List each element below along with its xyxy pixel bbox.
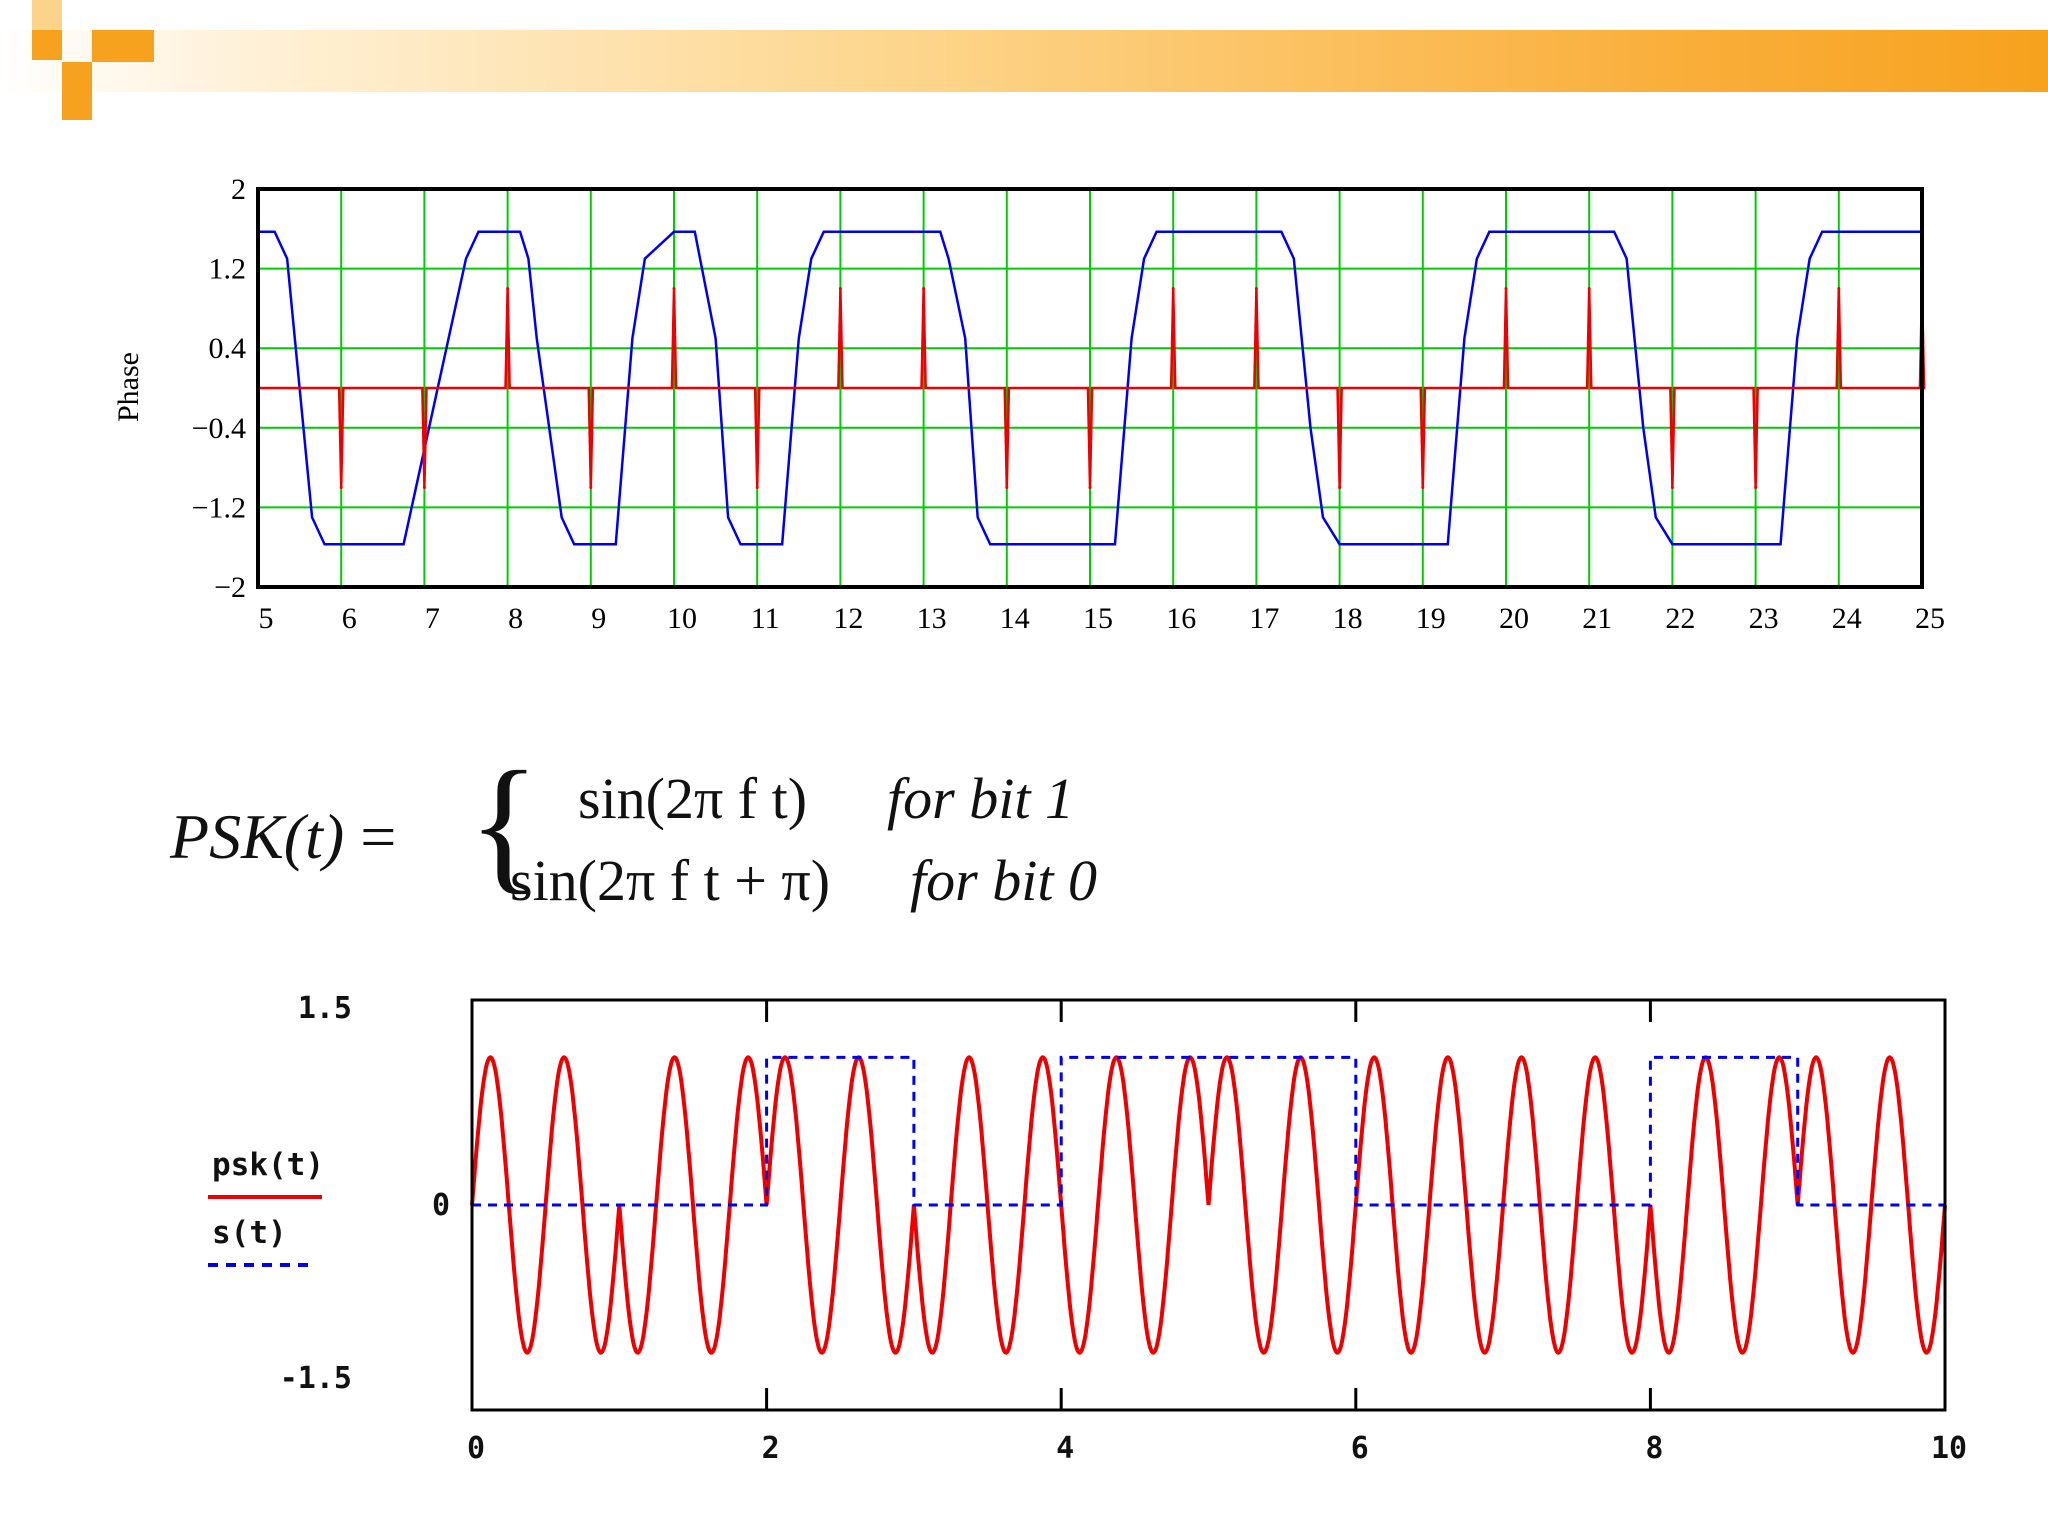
x-tick-label: 23 — [1749, 602, 1779, 635]
phase-spike-point — [1587, 287, 1591, 290]
x-tick-label: 4 — [1056, 1431, 1074, 1466]
x-tick-label: 13 — [917, 602, 947, 635]
x-tick-label: 19 — [1416, 602, 1446, 635]
x-tick-label: 15 — [1083, 602, 1113, 635]
y-tick-label: -1.5 — [280, 1361, 352, 1396]
phase-spike-point — [755, 486, 759, 489]
plot-frame — [470, 998, 1947, 1412]
y-axis-label: Phase — [112, 352, 145, 422]
phase-spike-point — [838, 287, 842, 290]
x-tick-label: 9 — [591, 602, 606, 635]
formula-lhs-text: PSK(t) — [170, 801, 345, 872]
phase-chart: 5 6 7 8 9 10 11 12 13 14 15 16 17 18 19 20 21 22 23 24 25 2 1.… — [112, 173, 1945, 635]
formula-case-1-cond: for bit 1 — [887, 766, 1074, 831]
x-tick-label: 17 — [1249, 602, 1279, 635]
x-tick-label: 18 — [1333, 602, 1363, 635]
y-tick-label: −2 — [214, 571, 246, 604]
legend-label: s(t) — [212, 1215, 287, 1251]
x-tick-label: 6 — [342, 602, 357, 635]
formula-case-2-cond: for bit 0 — [910, 848, 1097, 913]
x-tick-label: 24 — [1832, 602, 1862, 635]
phase-spike-point — [1254, 287, 1258, 290]
x-tick-label: 2 — [762, 1431, 780, 1466]
phase-spike-point — [339, 486, 343, 489]
phase-spike-point — [1670, 486, 1674, 489]
x-tick-label: 0 — [467, 1431, 485, 1466]
plot-frame — [256, 187, 1924, 589]
phase-line-red — [258, 288, 1926, 488]
y-tick-label: 1.2 — [209, 253, 247, 286]
psk-waveform-chart: 0 2 4 6 8 10 1.5 0 -1.5 psk(t) s(t) — [208, 991, 1967, 1466]
formula-case-1-expr: sin(2π f t) — [578, 766, 808, 831]
x-tick-label: 22 — [1665, 602, 1695, 635]
x-tick-label: 8 — [508, 602, 523, 635]
x-tick-label: 14 — [1000, 602, 1030, 635]
y-tick-label: 2 — [231, 173, 246, 206]
formula-lhs: PSK(t) = — [170, 800, 396, 874]
phase-spike-point — [1005, 486, 1009, 489]
x-tick-label: 6 — [1351, 1431, 1369, 1466]
phase-spike-point — [1171, 287, 1175, 290]
phase-spike-point — [1504, 287, 1508, 290]
x-tick-label: 10 — [1931, 1431, 1967, 1466]
legend-label: psk(t) — [212, 1147, 324, 1183]
phase-spike-point — [589, 486, 593, 489]
y-tick-label: −0.4 — [192, 412, 246, 445]
phase-spike-point — [1338, 486, 1342, 489]
formula-case-2: sin(2π f t + π) for bit 0 — [510, 847, 1097, 914]
x-tick-label: 5 — [259, 602, 274, 635]
psk-formula: PSK(t) = { sin(2π f t) for bit 1 sin(2π f… — [170, 749, 1320, 935]
formula-case-2-expr: sin(2π f t + π) — [510, 848, 831, 913]
phase-spike-point — [922, 287, 926, 290]
x-tick-label: 7 — [425, 602, 440, 635]
formula-equals: = — [360, 801, 397, 872]
x-tick-label: 10 — [667, 602, 697, 635]
x-tick-label: 8 — [1645, 1431, 1663, 1466]
y-tick-label: 1.5 — [298, 991, 352, 1026]
x-tick-label: 25 — [1915, 602, 1945, 635]
y-tick-label: −1.2 — [192, 491, 246, 524]
x-tick-label: 12 — [833, 602, 863, 635]
phase-spike-point — [1088, 486, 1092, 489]
phase-spike-point — [1837, 287, 1841, 290]
phase-spike-point — [1754, 486, 1758, 489]
x-tick-label: 21 — [1582, 602, 1612, 635]
phase-spike-point — [672, 287, 676, 290]
x-tick-label: 16 — [1166, 602, 1196, 635]
formula-case-1: sin(2π f t) for bit 1 — [578, 765, 1074, 832]
y-tick-label: 0 — [432, 1188, 450, 1223]
bit-signal-line — [472, 1055, 1945, 1207]
phase-spike-point — [422, 486, 426, 489]
phase-spike-point — [1421, 486, 1425, 489]
phase-line-blue — [258, 230, 1922, 546]
phase-spike-point — [506, 287, 510, 290]
psk-signal-line — [470, 1055, 1947, 1355]
y-tick-label: 0.4 — [209, 332, 247, 365]
x-tick-label: 20 — [1499, 602, 1529, 635]
x-tick-label: 11 — [751, 602, 780, 635]
formula-brace: { — [468, 741, 540, 907]
header-banner — [0, 30, 2048, 92]
